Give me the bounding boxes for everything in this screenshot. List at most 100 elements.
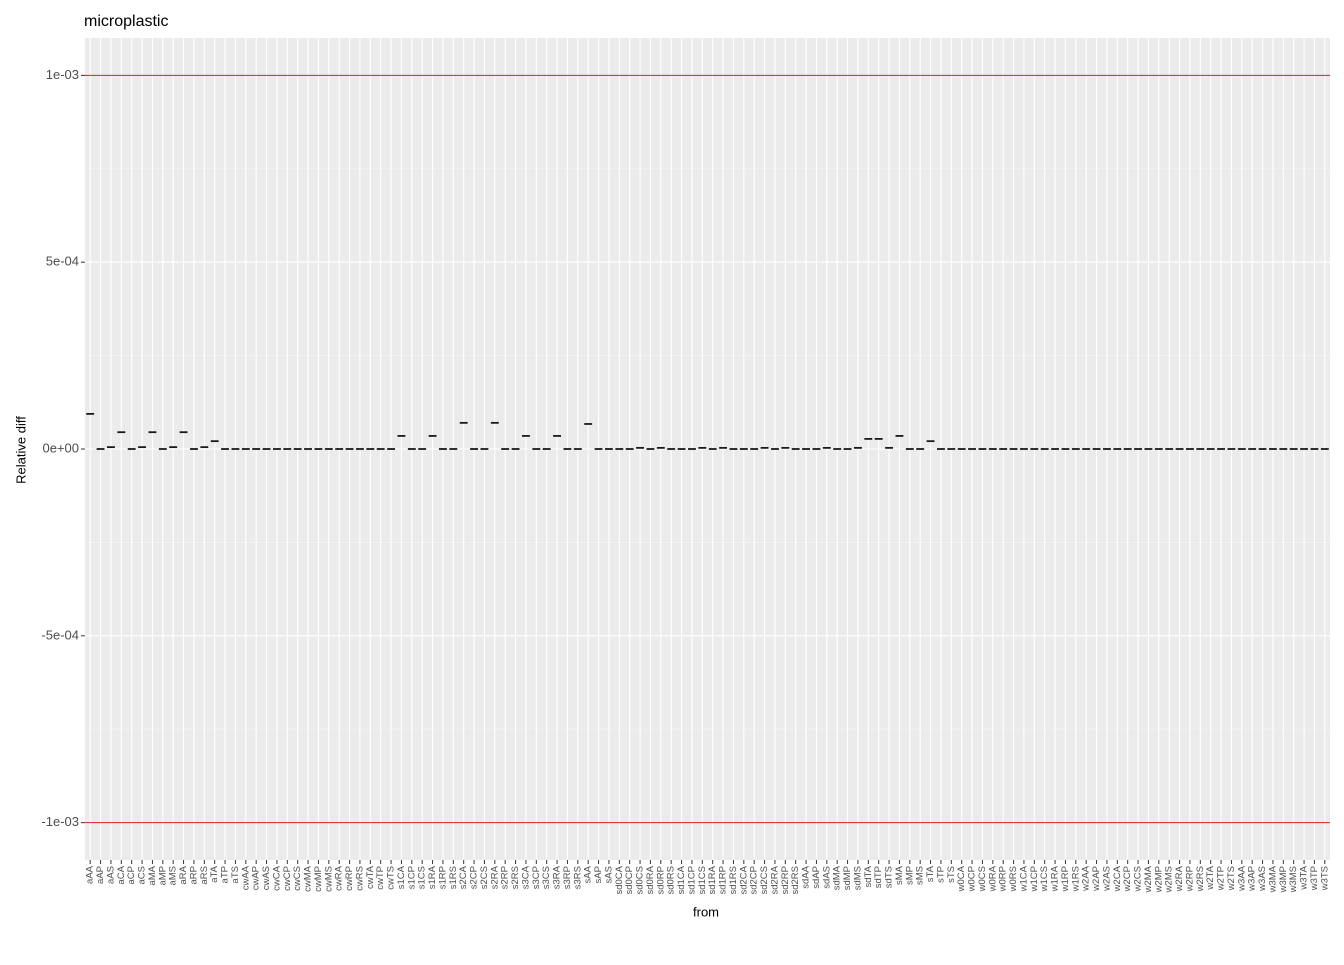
x-tick-label: w2AA <box>1081 865 1092 891</box>
y-axis-title: Relative diff <box>13 416 28 484</box>
x-tick-label: sd0CP <box>624 866 635 895</box>
x-tick-label: sdAS <box>821 866 832 889</box>
x-tick-label: w0RP <box>998 866 1009 892</box>
x-tick-label: aRP <box>188 866 199 884</box>
x-tick-label: sd0RA <box>645 865 656 894</box>
x-tick-label: w0RS <box>1008 866 1019 892</box>
x-tick-label: s3RP <box>562 866 573 889</box>
x-tick-label: sd2CP <box>749 866 760 895</box>
x-tick-label: sd2CA <box>738 865 749 894</box>
x-tick-label: s2RA <box>489 865 500 889</box>
y-tick-label: 5e-04 <box>46 254 79 269</box>
x-tick-label: w0CS <box>977 866 988 892</box>
x-tick-label: w1CP <box>1029 866 1040 892</box>
x-tick-label: sd1CP <box>686 866 697 895</box>
x-tick-label: w1CS <box>1039 866 1050 892</box>
x-tick-label: s1CP <box>406 866 417 889</box>
x-tick-label: w3AP <box>1247 866 1258 892</box>
x-tick-label: s3RA <box>552 865 563 889</box>
x-tick-label: aTS <box>230 866 241 883</box>
x-tick-label: sMS <box>915 866 926 885</box>
chart-title: microplastic <box>84 13 168 30</box>
x-tick-label: cwRA <box>334 865 345 890</box>
x-tick-label: w0CP <box>967 866 978 892</box>
x-tick-label: cwMA <box>303 865 314 892</box>
x-tick-label: aMA <box>147 865 158 885</box>
x-tick-label: w2MA <box>1143 865 1154 893</box>
x-tick-label: s2RS <box>510 866 521 889</box>
x-tick-label: sdMA <box>832 865 843 890</box>
x-tick-label: aAS <box>105 866 116 884</box>
x-tick-label: sd2RA <box>769 865 780 894</box>
x-tick-label: cwMS <box>323 866 334 892</box>
x-tick-label: cwTA <box>365 865 376 889</box>
x-tick-label: cwCP <box>282 866 293 891</box>
x-tick-label: sAP <box>593 866 604 883</box>
x-tick-label: sdTS <box>884 866 895 888</box>
x-tick-label: sd0RP <box>655 866 666 895</box>
x-tick-label: sdMP <box>842 866 853 890</box>
x-tick-label: s1CA <box>396 865 407 889</box>
x-tick-label: w2MP <box>1153 866 1164 893</box>
x-tick-label: cwAP <box>251 866 262 890</box>
x-tick-label: aMP <box>157 866 168 886</box>
x-tick-label: sd2RP <box>780 866 791 895</box>
x-tick-label: cwRP <box>344 866 355 891</box>
x-tick-label: s2CP <box>469 866 480 889</box>
x-tick-label: sdTA <box>863 865 874 887</box>
x-tick-label: w3MA <box>1267 865 1278 893</box>
x-tick-label: w3MS <box>1288 866 1299 893</box>
x-tick-label: sd0RS <box>666 866 677 895</box>
x-tick-label: w3TP <box>1309 866 1320 891</box>
x-tick-label: w3TA <box>1299 865 1310 890</box>
x-tick-label: sMA <box>894 865 905 885</box>
y-tick-label: -5e-04 <box>41 627 79 642</box>
x-tick-label: aCA <box>116 865 127 884</box>
x-tick-label: w1CA <box>1018 865 1029 892</box>
x-tick-label: s3RS <box>572 866 583 889</box>
x-tick-label: w3AA <box>1236 865 1247 891</box>
x-tick-label: aAP <box>95 866 106 884</box>
x-tick-label: sTA <box>925 865 936 882</box>
x-tick-label: sd0CS <box>635 866 646 895</box>
x-tick-label: w1RS <box>1070 866 1081 892</box>
x-tick-label: sdMS <box>852 866 863 890</box>
x-tick-label: s2RP <box>500 866 511 889</box>
x-tick-label: s2CS <box>479 866 490 889</box>
y-tick-label: 1e-03 <box>46 67 79 82</box>
x-tick-label: aAA <box>85 865 96 884</box>
x-tick-label: w2RA <box>1174 865 1185 892</box>
x-tick-label: w2TP <box>1216 866 1227 891</box>
x-tick-label: w3AS <box>1257 866 1268 892</box>
x-tick-label: s2CA <box>458 865 469 889</box>
x-tick-label: s1RS <box>448 866 459 889</box>
x-tick-label: sd1CA <box>676 865 687 894</box>
x-tick-label: w0CA <box>956 865 967 892</box>
x-tick-label: w2MS <box>1164 866 1175 893</box>
x-tick-label: w2AS <box>1101 866 1112 892</box>
x-tick-label: w0RA <box>987 865 998 892</box>
x-tick-label: w3TS <box>1319 866 1330 891</box>
x-tick-label: cwMP <box>313 866 324 892</box>
x-tick-label: sTP <box>935 866 946 883</box>
x-tick-label: aCP <box>126 866 137 884</box>
x-tick-label: w2RP <box>1184 866 1195 892</box>
x-tick-label: w2AP <box>1091 866 1102 892</box>
x-tick-label: sAA <box>583 865 594 883</box>
y-tick-label: -1e-03 <box>41 814 79 829</box>
x-tick-label: aTA <box>209 865 220 882</box>
x-tick-label: s3CA <box>520 865 531 889</box>
x-tick-label: aRS <box>199 866 210 884</box>
x-tick-label: w2CA <box>1112 865 1123 892</box>
x-tick-label: s1RP <box>437 866 448 889</box>
x-tick-label: cwCA <box>271 865 282 890</box>
x-tick-label: sMP <box>904 866 915 885</box>
x-tick-label: w2CS <box>1133 866 1144 892</box>
x-tick-label: w1RP <box>1060 866 1071 892</box>
x-tick-label: w2RS <box>1195 866 1206 892</box>
x-tick-label: sd1RP <box>718 866 729 895</box>
x-tick-label: s3CS <box>541 866 552 889</box>
x-tick-label: aMS <box>168 866 179 886</box>
x-tick-label: s1CS <box>417 866 428 889</box>
x-tick-label: cwRS <box>354 866 365 891</box>
